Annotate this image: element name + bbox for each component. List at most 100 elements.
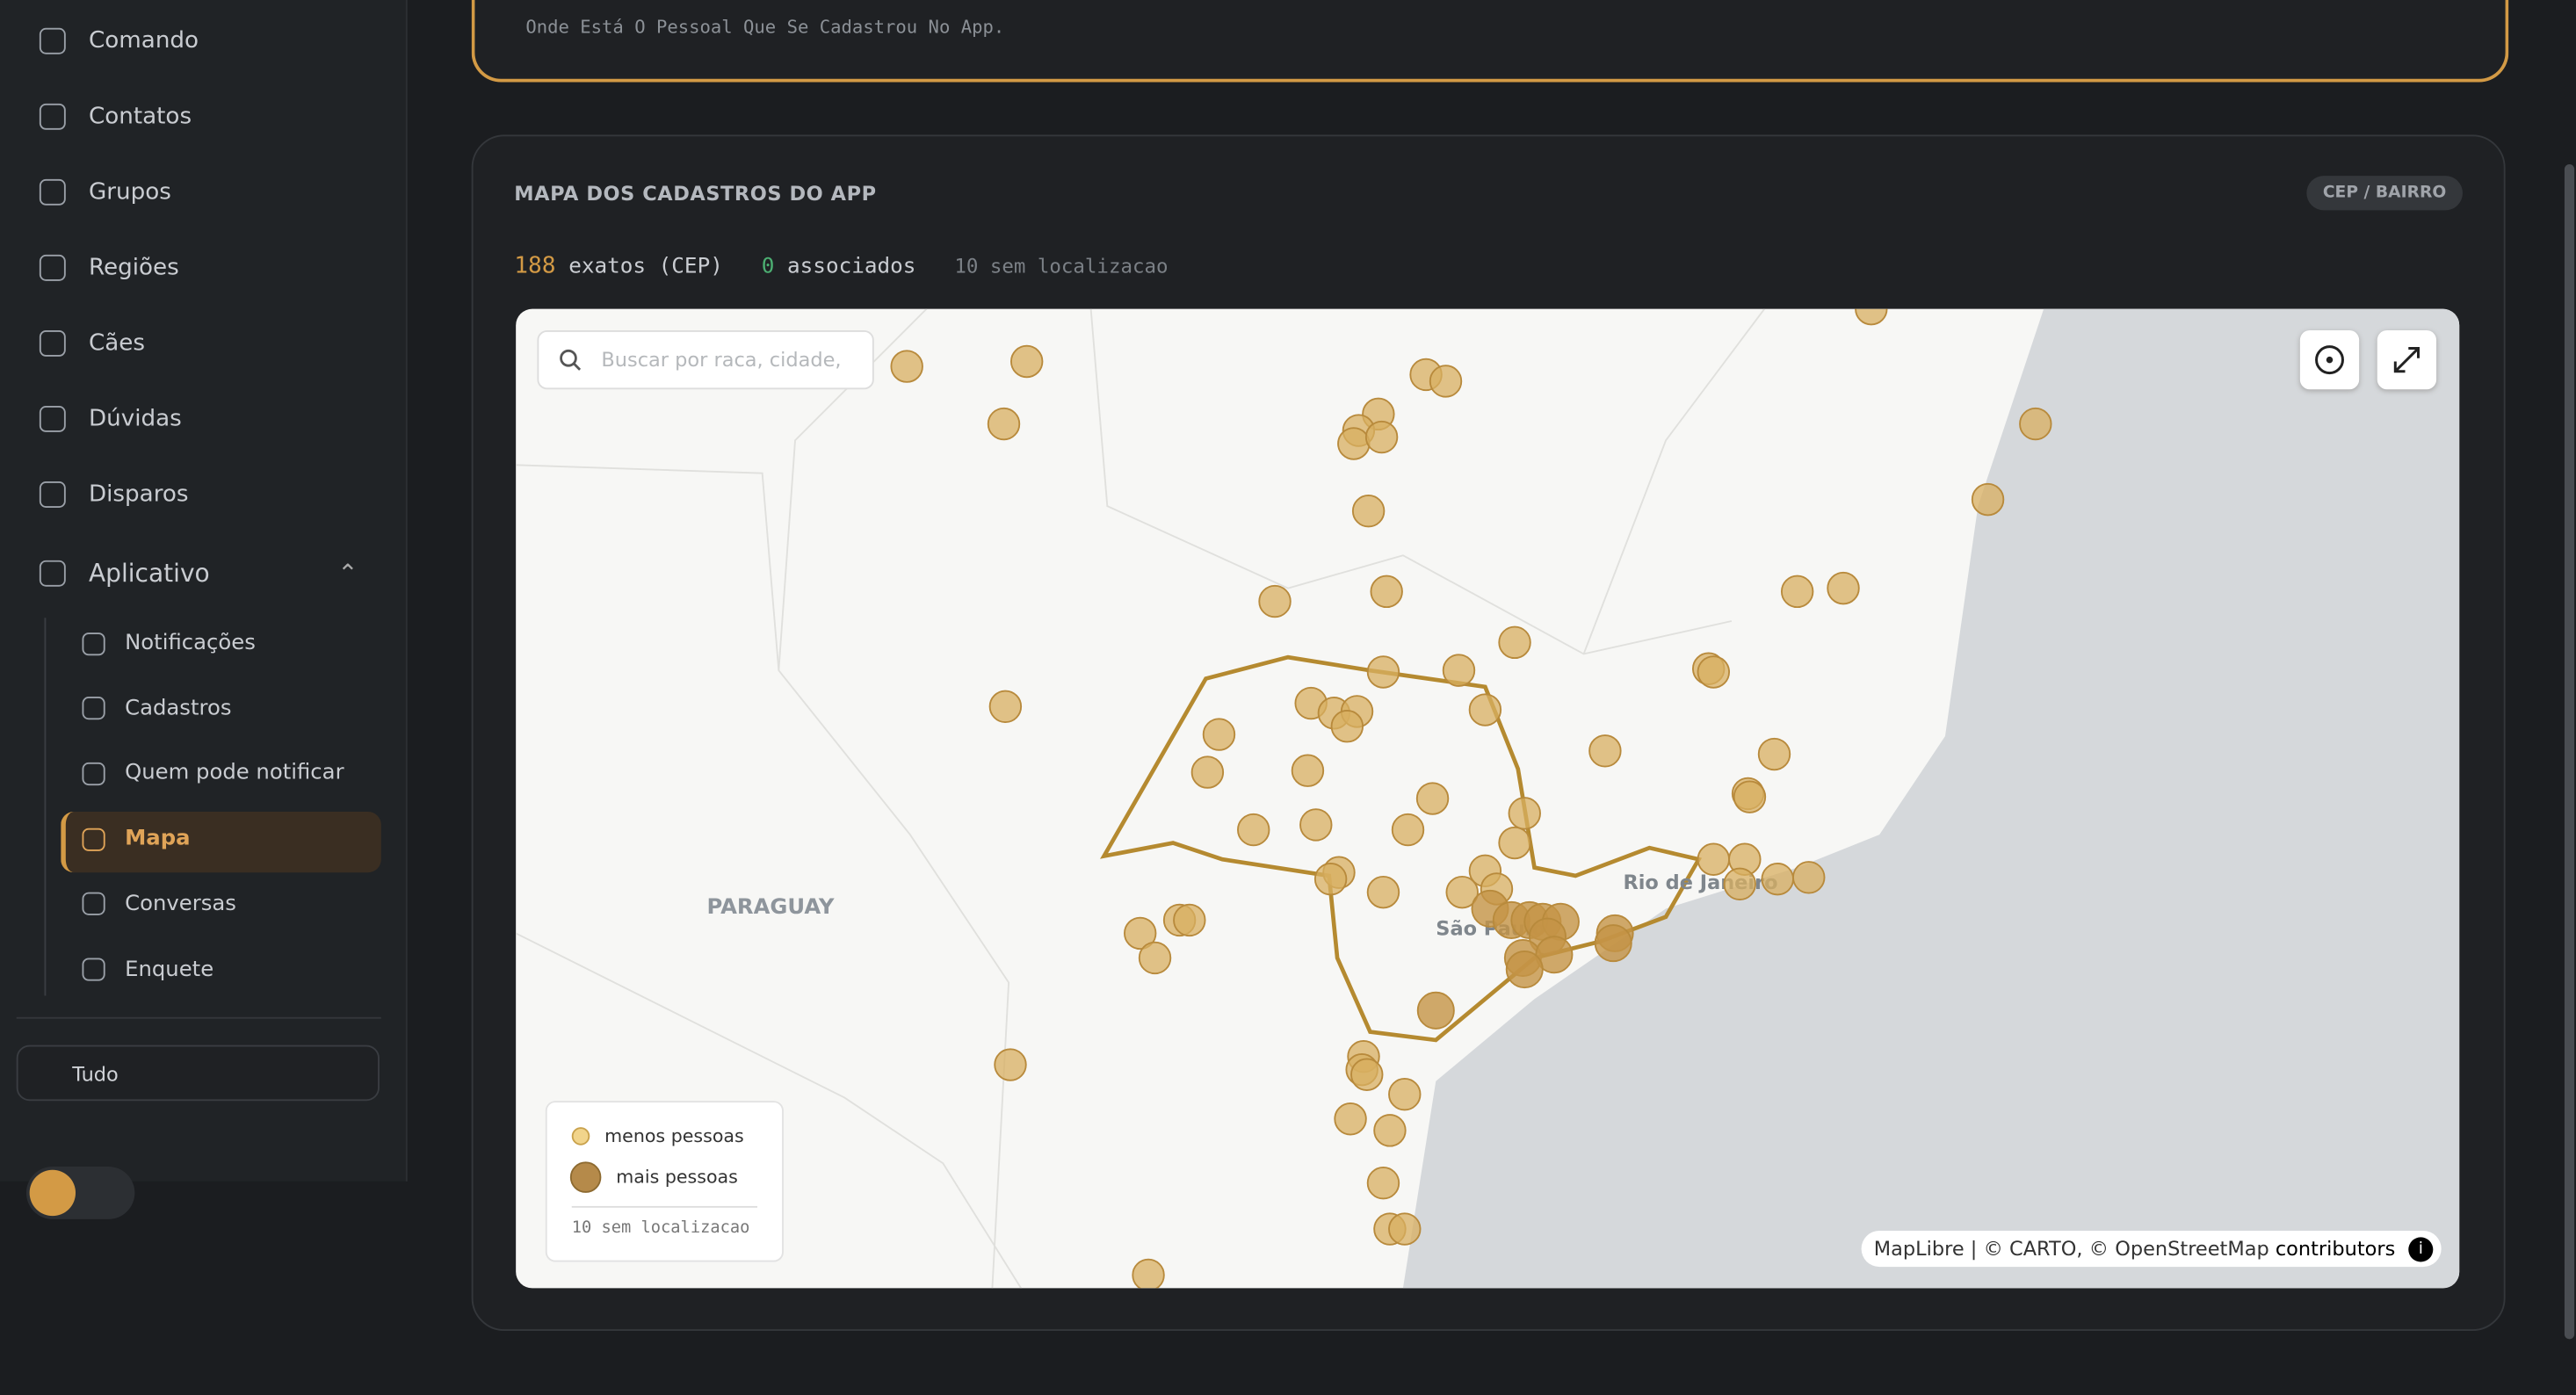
avatar[interactable] bbox=[29, 1169, 76, 1217]
marker[interactable] bbox=[1498, 826, 1531, 860]
nav-subitem[interactable]: Enquete bbox=[82, 958, 213, 982]
info-icon[interactable]: i bbox=[2408, 1237, 2434, 1262]
marker[interactable] bbox=[1388, 1078, 1422, 1111]
marker[interactable] bbox=[1757, 737, 1791, 771]
marker[interactable] bbox=[1373, 1114, 1407, 1147]
nav-subitem[interactable]: Mapa bbox=[82, 827, 191, 851]
marker[interactable] bbox=[1505, 950, 1544, 989]
nav-icon bbox=[82, 958, 105, 981]
search-box[interactable]: Buscar por raca, cidade, bbox=[537, 329, 874, 390]
marker[interactable] bbox=[1429, 365, 1463, 398]
nav-item[interactable]: Comando bbox=[39, 27, 199, 54]
marker[interactable] bbox=[1364, 420, 1399, 454]
marker[interactable] bbox=[1366, 655, 1400, 689]
missing: 10 sem localizacao bbox=[954, 254, 1169, 278]
period-select[interactable]: Tudo bbox=[16, 1044, 380, 1102]
marker[interactable] bbox=[1366, 1167, 1400, 1200]
marker[interactable] bbox=[1190, 755, 1225, 789]
marker[interactable] bbox=[1761, 862, 1794, 896]
marker[interactable] bbox=[1445, 875, 1479, 909]
marker[interactable] bbox=[1173, 903, 1206, 937]
marker[interactable] bbox=[1334, 1102, 1367, 1136]
marker[interactable] bbox=[1792, 861, 1826, 894]
marker[interactable] bbox=[1855, 308, 1888, 326]
marker[interactable] bbox=[1388, 1212, 1422, 1246]
marker[interactable] bbox=[1416, 991, 1455, 1030]
nav-subitem[interactable]: Cadastros bbox=[82, 696, 232, 721]
marker[interactable] bbox=[1370, 575, 1403, 609]
marker[interactable] bbox=[1258, 584, 1292, 618]
marker[interactable] bbox=[1780, 575, 1814, 609]
marker[interactable] bbox=[1391, 813, 1425, 847]
badge[interactable]: CEP / BAIRRO bbox=[2306, 176, 2463, 211]
legend-low: menos pessoas bbox=[571, 1125, 744, 1147]
marker[interactable] bbox=[1313, 862, 1348, 896]
search-icon bbox=[560, 349, 582, 371]
marker[interactable] bbox=[1330, 710, 1364, 743]
nav-icon bbox=[39, 178, 66, 206]
marker[interactable] bbox=[1138, 941, 1172, 975]
marker[interactable] bbox=[1202, 718, 1236, 751]
nav-subitem[interactable]: Conversas bbox=[82, 892, 236, 916]
marker[interactable] bbox=[1468, 693, 1502, 726]
nav-subitem[interactable]: Notificações bbox=[82, 631, 256, 655]
chevron: ⌃ bbox=[337, 558, 358, 589]
nav-item[interactable]: Disparos bbox=[39, 481, 189, 508]
marker[interactable] bbox=[1009, 344, 1044, 379]
marker[interactable] bbox=[1827, 571, 1860, 605]
stats: 188 exatos (CEP) 0 associados 10 sem loc… bbox=[514, 253, 1168, 279]
marker[interactable] bbox=[890, 350, 923, 383]
locate-button[interactable] bbox=[2299, 329, 2360, 390]
marker[interactable] bbox=[1971, 482, 2005, 517]
marker[interactable] bbox=[1442, 654, 1476, 687]
marker[interactable] bbox=[994, 1048, 1027, 1081]
sidebar: Comando Contatos Grupos Regiões Cães Dúvidas D… bbox=[0, 0, 408, 1182]
marker[interactable] bbox=[1237, 813, 1270, 847]
nav-icon bbox=[82, 762, 105, 785]
exact-count: 188 bbox=[514, 253, 556, 279]
map[interactable]: PARAGUAY Rio de Janeiro São Paulo Buscar… bbox=[516, 308, 2460, 1289]
marker[interactable] bbox=[987, 407, 1021, 441]
marker[interactable] bbox=[1594, 924, 1632, 963]
nav-icon bbox=[82, 827, 105, 851]
tree-line bbox=[44, 618, 47, 996]
ocean bbox=[1402, 308, 2460, 1289]
map-canvas: PARAGUAY Rio de Janeiro São Paulo bbox=[516, 308, 2460, 1289]
fullscreen-button[interactable] bbox=[2377, 329, 2437, 390]
marker[interactable] bbox=[1337, 427, 1371, 460]
nav-item[interactable]: Contatos bbox=[39, 103, 192, 130]
marker[interactable] bbox=[1351, 494, 1386, 528]
attribution-link[interactable]: contributors bbox=[2275, 1237, 2396, 1261]
nav-group[interactable]: Aplicativo ⌃ bbox=[39, 558, 368, 589]
scrollbar[interactable] bbox=[2564, 164, 2575, 1340]
legend-swatch bbox=[571, 1127, 590, 1146]
marker[interactable] bbox=[1588, 734, 1622, 768]
assoc-count: 0 bbox=[761, 254, 775, 279]
marker[interactable] bbox=[1350, 1058, 1384, 1091]
nav-subitem[interactable]: Quem pode notificar bbox=[82, 762, 344, 786]
search-placeholder: Buscar por raca, cidade, bbox=[601, 348, 842, 372]
marker[interactable] bbox=[1723, 867, 1756, 900]
marker[interactable] bbox=[1299, 808, 1333, 842]
nav-label: Comando bbox=[88, 27, 199, 54]
marker[interactable] bbox=[1697, 842, 1731, 876]
nav-item[interactable]: Grupos bbox=[39, 178, 171, 206]
marker[interactable] bbox=[1733, 780, 1767, 813]
marker[interactable] bbox=[2019, 407, 2052, 441]
legend: menos pessoas mais pessoas 10 sem locali… bbox=[545, 1101, 784, 1262]
marker[interactable] bbox=[1291, 754, 1325, 787]
marker[interactable] bbox=[1366, 875, 1400, 909]
nav-label: Cães bbox=[88, 329, 146, 357]
subtitle: Onde Está O Pessoal Que Se Cadastrou No … bbox=[525, 16, 1005, 39]
marker[interactable] bbox=[988, 690, 1023, 723]
marker[interactable] bbox=[1124, 916, 1157, 950]
marker[interactable] bbox=[1697, 655, 1731, 689]
nav-item[interactable]: Regiões bbox=[39, 254, 179, 281]
marker[interactable] bbox=[1132, 1258, 1165, 1289]
marker[interactable] bbox=[1415, 782, 1450, 815]
nav-item[interactable]: Dúvidas bbox=[39, 405, 182, 432]
marker[interactable] bbox=[1498, 625, 1531, 660]
marker[interactable] bbox=[1508, 797, 1541, 830]
nav-item[interactable]: Cães bbox=[39, 329, 146, 357]
